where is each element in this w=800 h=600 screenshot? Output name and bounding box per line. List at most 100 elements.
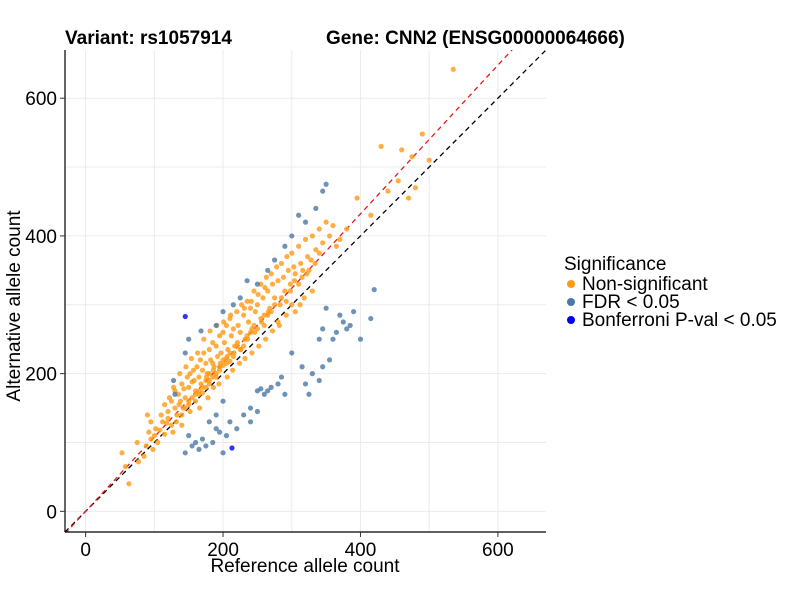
point-fdr-0-05 (268, 384, 274, 390)
point-non-significant (162, 431, 168, 437)
point-fdr-0-05 (333, 329, 340, 335)
point-fdr-0-05 (271, 257, 278, 263)
point-fdr-0-05 (320, 326, 326, 332)
point-non-significant (271, 302, 278, 308)
point-fdr-0-05 (213, 412, 219, 418)
point-non-significant (230, 353, 236, 360)
point-non-significant (291, 278, 298, 284)
point-non-significant (426, 157, 432, 163)
point-bonferroni-p-val-0-05 (182, 313, 188, 320)
point-non-significant (269, 281, 276, 287)
point-fdr-0-05 (368, 315, 374, 322)
point-non-significant (203, 360, 209, 366)
point-non-significant (230, 326, 236, 332)
point-fdr-0-05 (213, 426, 219, 432)
point-fdr-0-05 (198, 328, 204, 334)
point-fdr-0-05 (261, 391, 267, 397)
point-non-significant (195, 350, 201, 356)
point-non-significant (157, 427, 163, 433)
point-non-significant (309, 233, 315, 239)
point-non-significant (168, 422, 175, 428)
point-non-significant (179, 412, 185, 418)
point-non-significant (251, 322, 257, 329)
y-tick-label: 0 (46, 502, 57, 523)
point-non-significant (190, 367, 197, 373)
point-non-significant (224, 374, 230, 380)
point-non-significant (176, 402, 182, 408)
point-non-significant (304, 271, 310, 277)
point-non-significant (192, 391, 199, 397)
point-non-significant (320, 240, 326, 246)
point-non-significant (210, 340, 216, 346)
point-fdr-0-05 (340, 319, 346, 325)
point-non-significant (143, 443, 149, 449)
x-axis-title: Reference allele count (210, 556, 400, 577)
point-non-significant (237, 329, 243, 335)
point-non-significant (182, 395, 188, 401)
point-fdr-0-05 (247, 419, 254, 425)
point-non-significant (251, 288, 257, 294)
point-non-significant (194, 364, 200, 370)
point-fdr-0-05 (186, 433, 192, 439)
point-fdr-0-05 (357, 336, 364, 342)
point-non-significant (283, 312, 289, 318)
point-non-significant (172, 405, 178, 411)
point-non-significant (146, 429, 152, 435)
point-non-significant (164, 420, 170, 426)
point-non-significant (220, 362, 226, 368)
point-non-significant (148, 419, 154, 425)
point-fdr-0-05 (230, 302, 236, 308)
point-non-significant (187, 408, 193, 415)
point-non-significant (255, 291, 261, 298)
point-fdr-0-05 (203, 443, 209, 449)
point-non-significant (291, 264, 297, 270)
point-non-significant (230, 367, 236, 373)
point-fdr-0-05 (265, 267, 271, 273)
point-fdr-0-05 (275, 381, 281, 387)
point-fdr-0-05 (316, 377, 322, 384)
point-fdr-0-05 (196, 446, 202, 452)
reference-line-identity (65, 50, 546, 532)
point-non-significant (203, 384, 209, 390)
point-non-significant (289, 302, 295, 308)
tick-labels: 0 200 400 600 0 200 400 600 (25, 89, 513, 561)
point-non-significant (234, 343, 240, 349)
point-fdr-0-05 (282, 243, 288, 249)
variant-title: Variant: rs1057914 (65, 28, 232, 49)
point-non-significant (284, 253, 290, 260)
x-tick-label: 200 (207, 540, 239, 561)
point-fdr-0-05 (213, 322, 219, 329)
point-non-significant (296, 281, 302, 287)
point-non-significant (248, 298, 254, 304)
point-non-significant (304, 253, 311, 260)
point-non-significant (261, 322, 267, 329)
point-fdr-0-05 (217, 429, 223, 435)
point-non-significant (297, 302, 303, 308)
point-non-significant (308, 257, 314, 263)
point-fdr-0-05 (192, 439, 199, 446)
point-non-significant (141, 453, 147, 459)
point-non-significant (166, 395, 173, 401)
y-axis-title: Alternative allele count (4, 210, 25, 402)
point-fdr-0-05 (254, 281, 260, 287)
point-fdr-0-05 (241, 412, 247, 418)
point-fdr-0-05 (220, 309, 226, 315)
point-fdr-0-05 (302, 381, 309, 387)
point-non-significant (189, 395, 195, 401)
point-non-significant (206, 377, 212, 384)
point-fdr-0-05 (330, 336, 336, 342)
point-non-significant (210, 360, 216, 366)
point-non-significant (252, 309, 258, 315)
point-fdr-0-05 (223, 433, 230, 439)
point-non-significant (206, 371, 212, 377)
point-fdr-0-05 (244, 278, 250, 284)
point-non-significant (158, 412, 164, 418)
point-non-significant (263, 274, 269, 280)
point-fdr-0-05 (289, 350, 295, 356)
point-non-significant (237, 346, 243, 353)
point-non-significant (313, 247, 319, 253)
point-non-significant (221, 340, 228, 346)
point-non-significant (271, 295, 278, 301)
point-non-significant (151, 433, 157, 439)
